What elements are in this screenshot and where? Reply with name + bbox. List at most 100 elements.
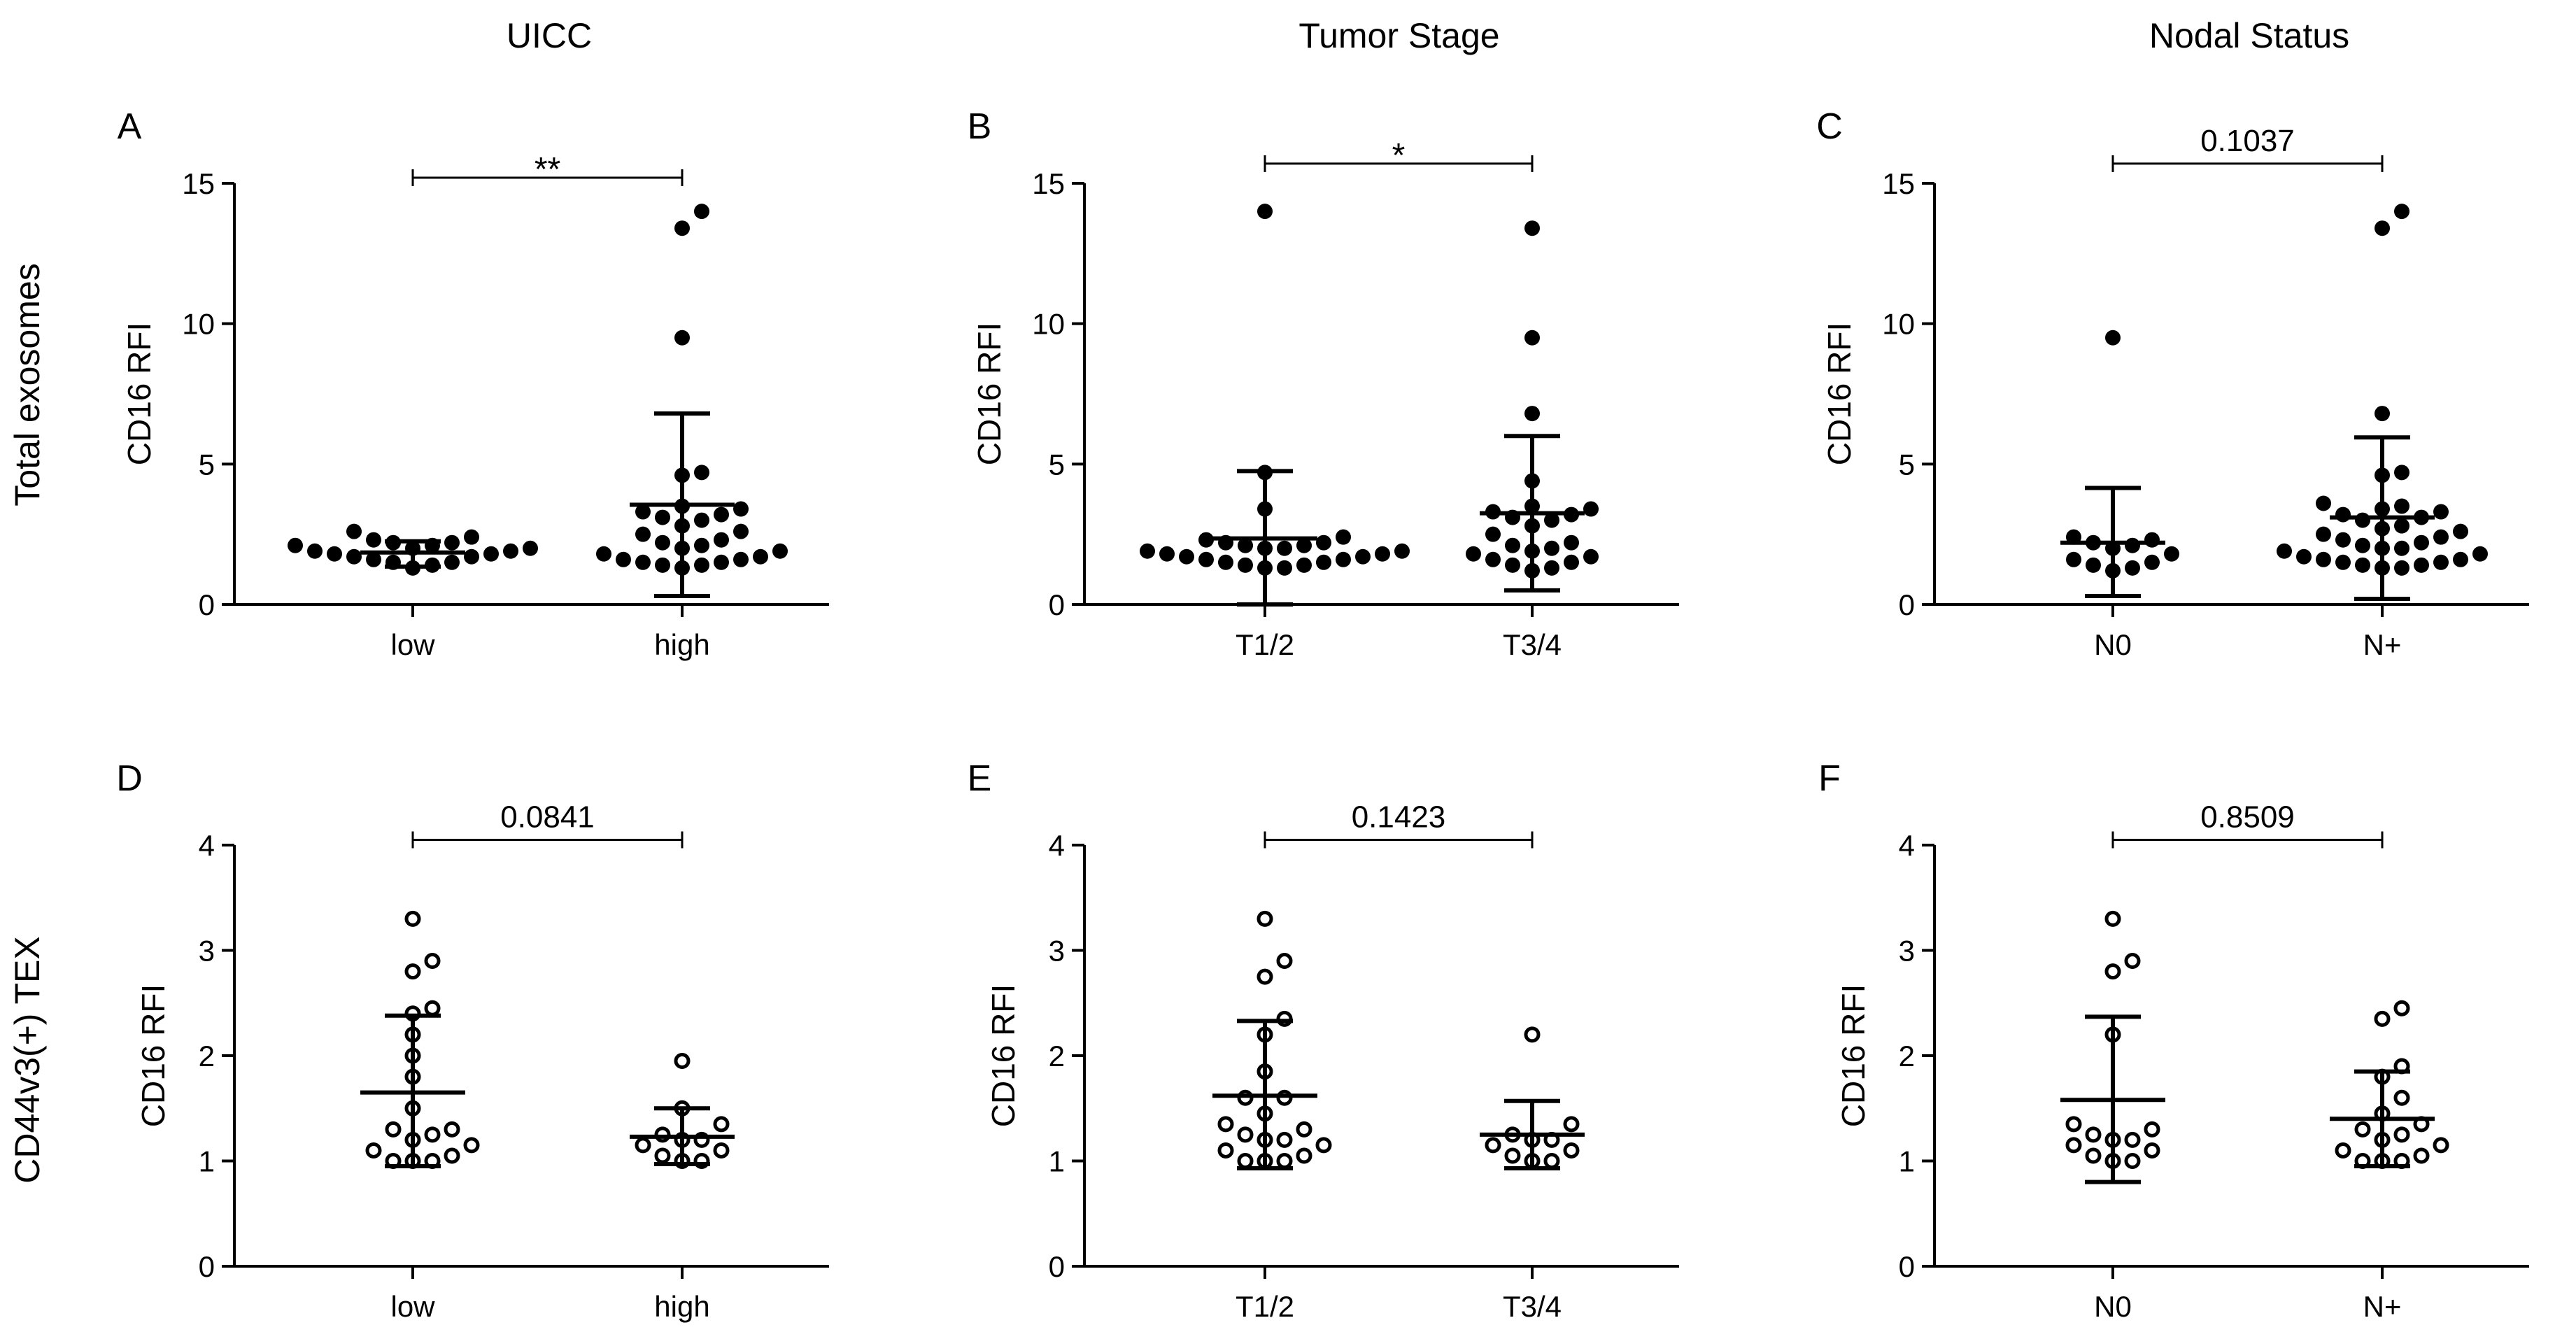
data-point xyxy=(1564,554,1579,570)
data-point xyxy=(444,1121,460,1138)
data-point xyxy=(714,554,729,570)
data-point xyxy=(1276,1131,1293,1148)
data-point xyxy=(1277,540,1292,556)
data-point xyxy=(1217,1116,1234,1133)
data-point xyxy=(2144,554,2160,570)
data-point xyxy=(444,534,460,551)
data-point xyxy=(1505,537,1520,553)
data-point xyxy=(1316,534,1331,551)
data-point xyxy=(1257,910,1273,927)
data-point xyxy=(2433,529,2449,545)
data-point xyxy=(2433,554,2449,570)
x-tick-label: high xyxy=(654,1290,709,1323)
data-point xyxy=(1276,1153,1293,1169)
y-tick-label: 0 xyxy=(199,588,215,621)
data-point xyxy=(1564,534,1579,551)
y-tick-label: 2 xyxy=(1899,1040,1915,1072)
data-point xyxy=(2335,554,2351,570)
data-point xyxy=(2393,1000,2410,1016)
significance-label: 0.0841 xyxy=(500,800,595,834)
data-point xyxy=(1296,1147,1312,1164)
data-point xyxy=(1276,1089,1293,1106)
data-point xyxy=(2472,546,2488,562)
data-point xyxy=(1394,543,1410,559)
data-point xyxy=(1355,548,1371,565)
data-point xyxy=(2144,1142,2160,1159)
data-point xyxy=(655,557,670,573)
data-point xyxy=(1217,1142,1234,1159)
significance-label: 0.1423 xyxy=(1352,800,1446,834)
data-point xyxy=(1257,204,1273,220)
data-point xyxy=(1316,554,1331,570)
data-point xyxy=(2104,963,2121,980)
data-point xyxy=(2296,548,2312,565)
data-point xyxy=(1296,557,1312,573)
data-point xyxy=(444,554,460,570)
y-tick-label: 15 xyxy=(1882,167,1915,200)
data-point xyxy=(2433,504,2449,520)
x-tick-label: high xyxy=(654,628,709,661)
x-tick-label: N+ xyxy=(2363,628,2402,661)
data-point xyxy=(2433,1137,2449,1154)
data-point xyxy=(523,540,538,556)
chart-panel-e: E CD16 RFI 0 1 2 3 4 T1/2 T3/4 0.1423 xyxy=(968,758,1679,1323)
x-tick-label: low xyxy=(390,1290,435,1323)
y-tick-label: 5 xyxy=(1049,448,1065,481)
y-tick-label: 2 xyxy=(1049,1040,1065,1072)
data-point xyxy=(1524,220,1540,236)
data-point xyxy=(635,1137,651,1154)
data-point xyxy=(2394,498,2409,514)
data-point xyxy=(385,1121,402,1138)
x-tick-label: low xyxy=(390,628,435,661)
data-point xyxy=(2335,1142,2351,1159)
data-point xyxy=(404,910,421,927)
data-point xyxy=(2394,540,2409,556)
data-point xyxy=(424,1126,441,1143)
data-point xyxy=(1238,537,1253,553)
data-point xyxy=(635,504,651,520)
column-title-tumor-stage: Tumor Stage xyxy=(1298,16,1499,55)
data-point xyxy=(1336,529,1351,545)
data-point xyxy=(674,1053,691,1070)
data-point xyxy=(2375,406,2390,422)
data-point xyxy=(713,1142,730,1159)
chart-panel-d: D CD16 RFI 0 1 2 3 4 low high 0.0841 xyxy=(116,758,829,1323)
data-point xyxy=(635,554,651,570)
y-axis-label: CD16 RFI xyxy=(135,984,171,1127)
data-point xyxy=(1563,1116,1580,1133)
data-point xyxy=(1296,537,1312,553)
y-tick-label: 3 xyxy=(1049,935,1065,968)
y-axis-label: CD16 RFI xyxy=(1835,984,1871,1127)
significance-label: * xyxy=(1392,137,1406,174)
data-point xyxy=(596,546,611,562)
data-point xyxy=(714,532,729,548)
y-axis-label: CD16 RFI xyxy=(121,323,157,465)
y-tick-label: 15 xyxy=(1032,167,1065,200)
data-point xyxy=(1583,501,1599,517)
y-tick-label: 4 xyxy=(1899,829,1915,862)
x-tick-label: N0 xyxy=(2094,1290,2132,1323)
column-title-nodal-status: Nodal Status xyxy=(2149,16,2349,55)
y-axis-label: CD16 RFI xyxy=(1821,323,1857,465)
data-point xyxy=(2355,512,2370,528)
y-tick-label: 5 xyxy=(199,448,215,481)
data-point xyxy=(1544,560,1559,576)
data-point xyxy=(1159,546,1175,562)
y-tick-label: 4 xyxy=(199,829,215,862)
data-point xyxy=(2393,1089,2410,1106)
row-title-total-exosomes: Total exosomes xyxy=(8,263,47,506)
y-tick-label: 3 xyxy=(1899,935,1915,968)
data-point xyxy=(1524,406,1540,422)
data-point xyxy=(2335,532,2351,548)
chart-panel-a: A CD16 RFI 0 5 10 15 low high ** xyxy=(118,106,829,661)
data-point xyxy=(2085,1147,2102,1164)
column-title-uicc: UICC xyxy=(507,16,592,55)
data-point xyxy=(404,963,421,980)
data-point xyxy=(616,551,631,567)
data-point xyxy=(1140,543,1155,559)
y-tick-label: 0 xyxy=(1049,588,1065,621)
data-point xyxy=(2065,1116,2082,1133)
x-tick-label: T3/4 xyxy=(1503,628,1562,661)
y-tick-label: 0 xyxy=(1899,1250,1915,1283)
